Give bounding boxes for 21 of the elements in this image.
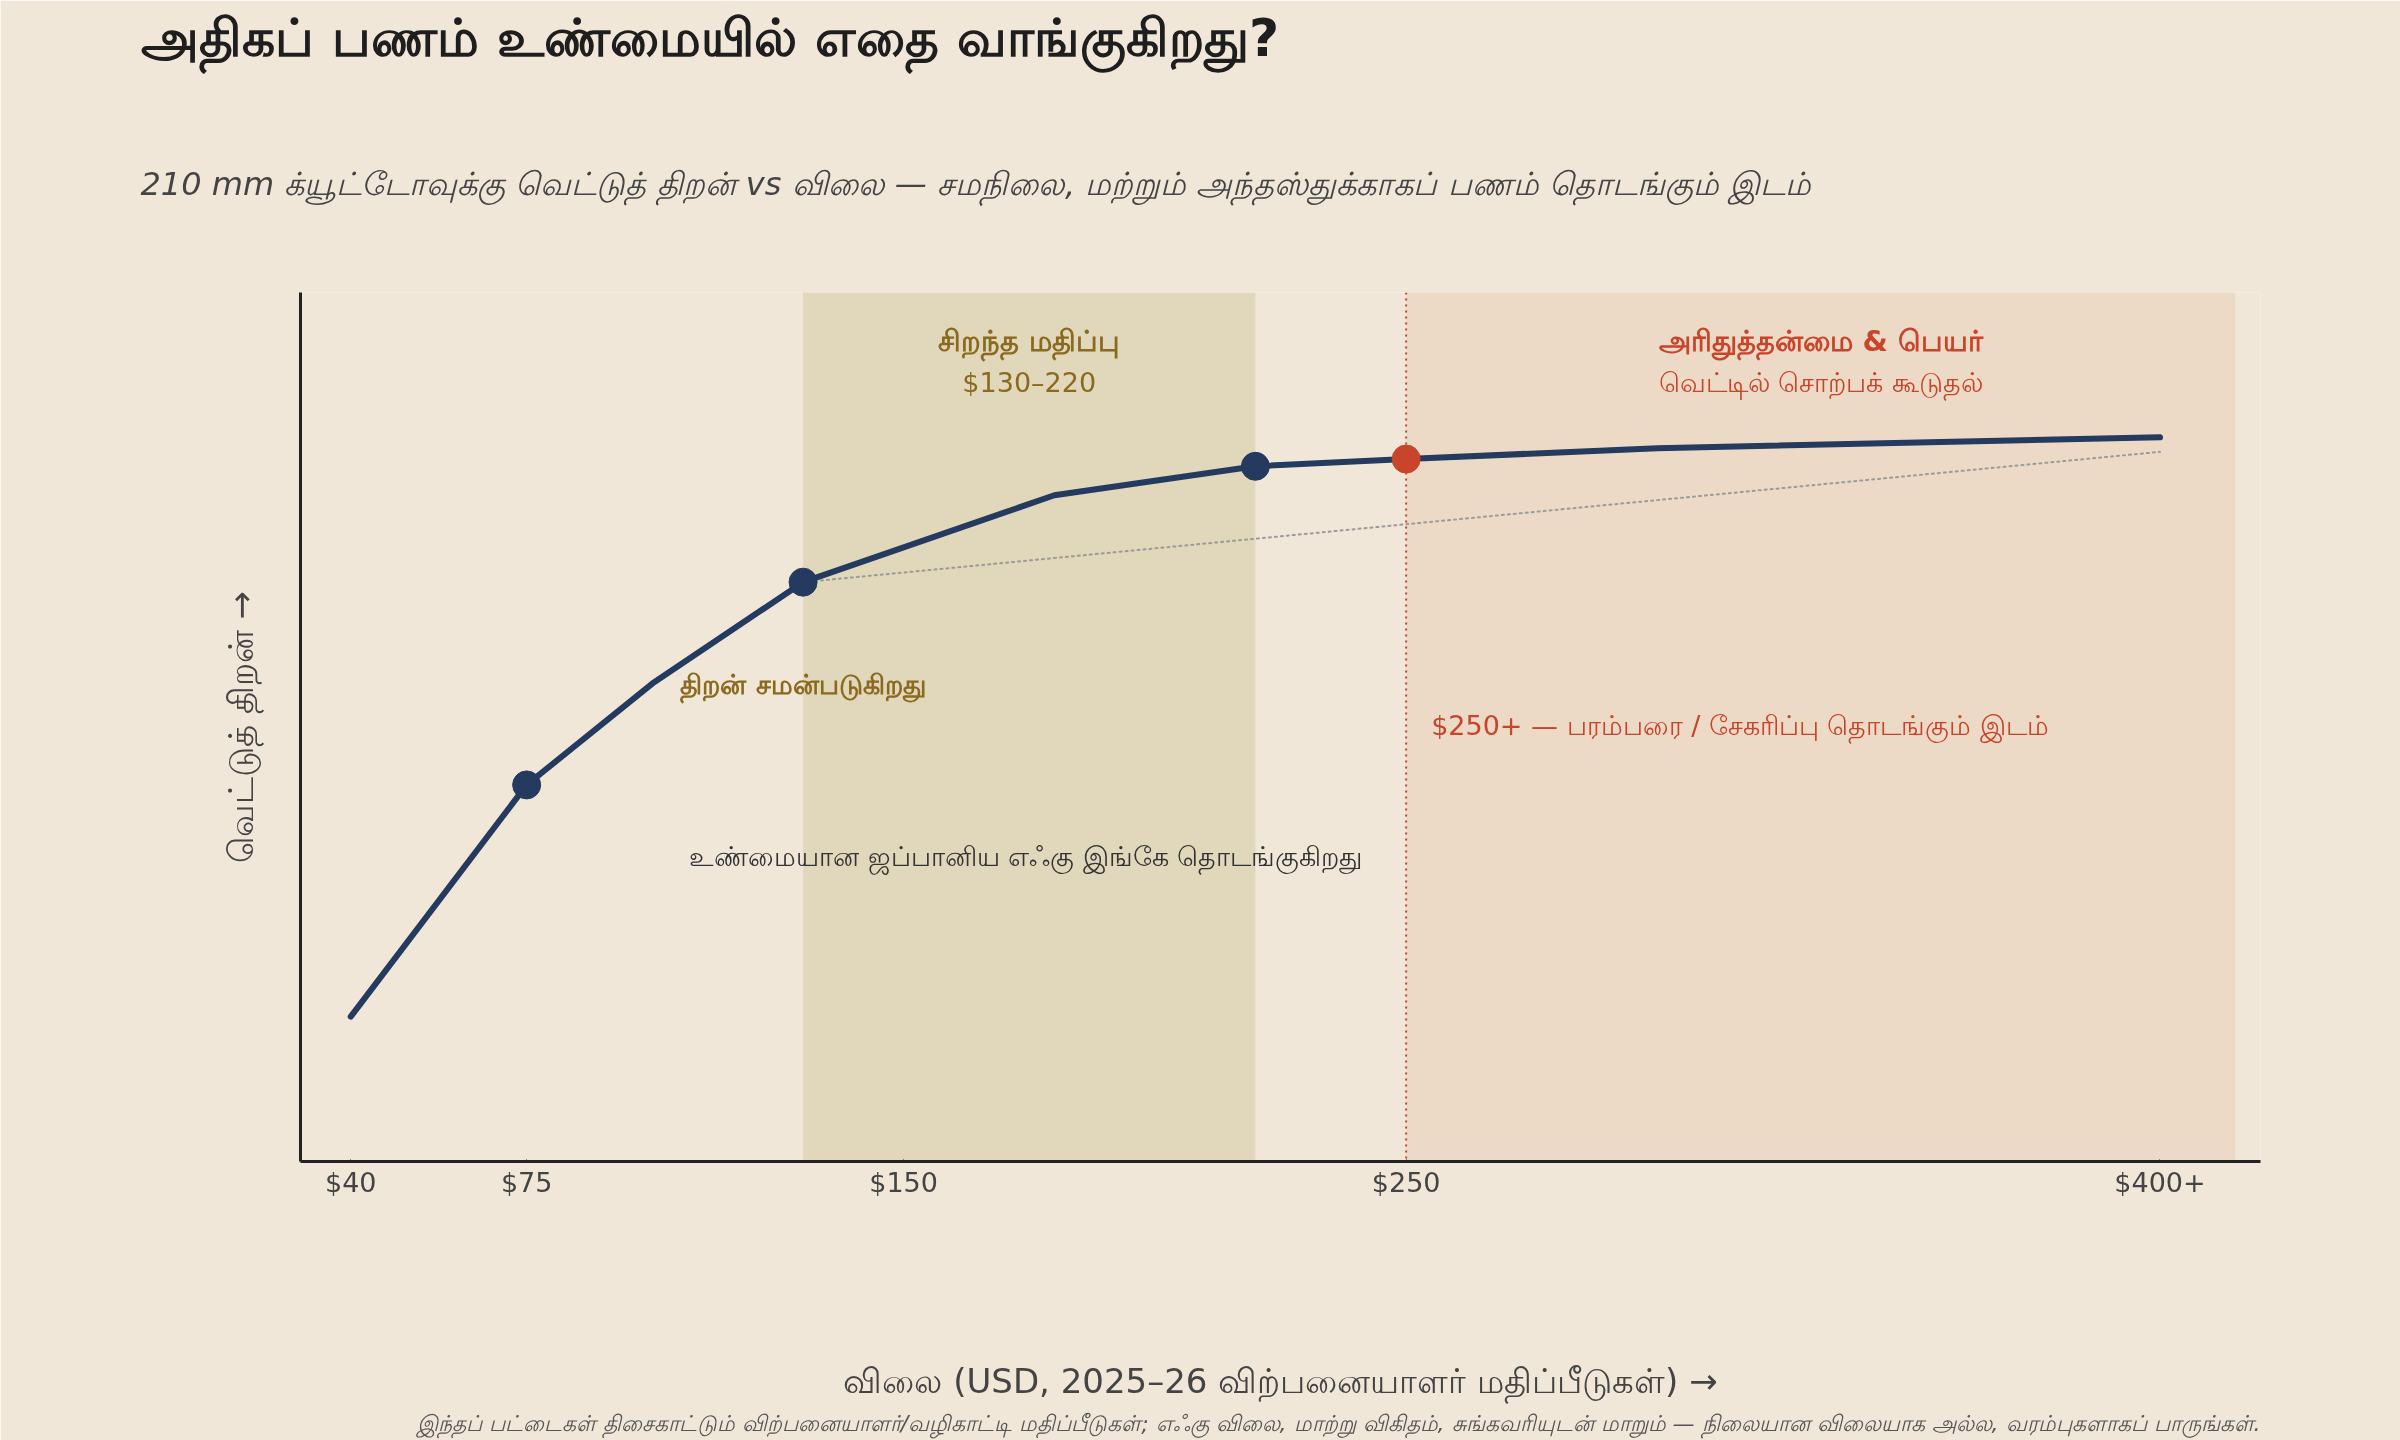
x-tick-label: $75 bbox=[500, 1166, 553, 1198]
point bbox=[1240, 451, 1270, 481]
point bbox=[1391, 444, 1421, 474]
x-axis-title: விலை (USD, 2025–26 விற்பனையாளர் மதிப்பீடுகள்) → bbox=[843, 1360, 1718, 1404]
annotation: உண்மையான ஜப்பானிய எஃகு இங்கே தொடங்குகிறது bbox=[689, 840, 1363, 875]
x-tick-label: $150 bbox=[869, 1166, 938, 1198]
x-tick-label: $400+ bbox=[2114, 1166, 2206, 1198]
text: $130–220 bbox=[962, 366, 1097, 398]
x-tick-label: $40 bbox=[324, 1166, 377, 1198]
text: வெட்டில் சொற்பக் கூடுதல் bbox=[1658, 366, 1983, 401]
y-axis-title: வெட்டுத் திறன் → bbox=[220, 590, 264, 864]
chart-subtitle: 210 mm க்யூட்டோவுக்கு வெட்டுத் திறன் vs விலை — சமநிலை, மற்றும் அந்தஸ்துக்காகப் பணம் தொடங்கும் இடம் bbox=[140, 164, 1812, 207]
annotation: திறன் சமன்படுகிறது bbox=[680, 668, 926, 704]
text: இந்தப் பட்டைகள் திசைகாட்டும் விற்பனையாளர்/வழிகாட்டி மதிப்பீடுகள்; எஃகு விலை, மாற்று விகிதம், சுங்கவரியுடன் மாறும் — நிலையான விலையாக அல்ல, வரம்புகளாகப் பாருங்கள். bbox=[414, 1410, 2261, 1439]
chart-title: அதிகப் பணம் உண்மையில் எதை வாங்குகிறது? bbox=[140, 7, 1280, 75]
point bbox=[512, 770, 542, 800]
annotation: $250+ — பரம்பரை / சேகரிப்பு தொடங்கும் இடம் bbox=[1431, 710, 2050, 745]
band-label: சிறந்த மதிப்பு bbox=[938, 323, 1121, 362]
band-label: அரிதுத்தன்மை & பெயர் bbox=[1658, 323, 1984, 361]
x-tick-label: $250 bbox=[1371, 1166, 1441, 1198]
point bbox=[788, 567, 818, 597]
